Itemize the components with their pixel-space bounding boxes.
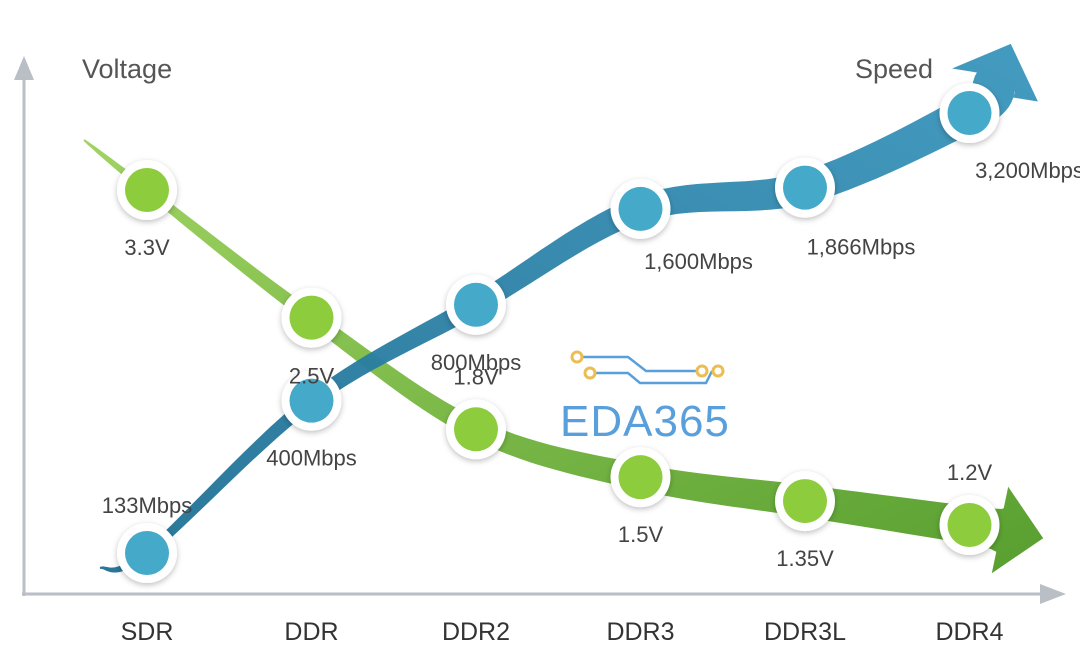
x-tick-ddr2: DDR2 [442,618,510,646]
voltage-label-ddr3l: 1.35V [776,546,834,571]
data-labels: 3.3V 2.5V 1.8V 1.5V 1.35V 1.2V 133Mbps 400Mbps 8… [102,158,1080,571]
x-tick-ddr3: DDR3 [606,618,674,646]
speed-point-ddr4-fill [947,91,992,135]
x-tick-ddr4: DDR4 [935,618,1003,646]
circuit-trace-icon [570,350,725,385]
speed-point-ddr [281,370,342,431]
speed-point-sdr-fill [125,531,169,575]
voltage-point-sdr [117,160,177,220]
x-tick-ddr: DDR [284,618,338,646]
voltage-point-ddr2 [446,399,506,460]
speed-point-ddr3l [775,157,835,218]
x-axis-arrow [1040,584,1066,604]
series-points [117,83,1000,583]
speed-point-ddr3l-fill [783,165,827,210]
watermark-text: EDA365 [560,397,730,446]
voltage-point-sdr-fill [125,168,169,212]
voltage-label-ddr2: 1.8V [453,364,499,389]
voltage-point-ddr3l-fill [783,479,827,524]
speed-axis-label: Speed [855,54,933,84]
speed-point-ddr3-fill [618,186,663,231]
eda365-watermark: EDA365 [558,346,738,446]
speed-label-ddr3l: 1,866Mbps [807,235,916,260]
speed-label-ddr: 400Mbps [266,446,357,471]
x-tick-sdr: SDR [121,618,174,646]
speed-label-ddr2: 800Mbps [431,350,522,375]
series-ribbons [83,43,1044,574]
voltage-point-ddr4 [939,495,1000,555]
voltage-point-ddr-fill [289,295,334,340]
x-tick-labels: SDR DDR DDR2 DDR3 DDR3L DDR4 [121,618,1004,646]
speed-point-sdr [117,523,177,583]
voltage-point-ddr2-fill [454,407,498,452]
voltage-axis-label: Voltage [82,54,172,84]
voltage-point-ddr [281,287,342,348]
speed-point-ddr3 [610,178,671,239]
axes [14,56,1066,604]
speed-point-ddr2-fill [454,282,498,327]
y-axis-arrow [14,56,34,80]
speed-label-ddr4: 3,200Mbps [975,158,1080,183]
speed-point-ddr-fill [289,378,334,423]
speed-label-sdr: 133Mbps [102,493,193,518]
speed-label-ddr3: 1,600Mbps [644,249,753,274]
speed-point-ddr4 [939,83,1000,143]
watermark-backdrop [558,346,738,446]
x-tick-ddr3l: DDR3L [764,618,846,646]
voltage-point-ddr3 [610,447,671,508]
speed-point-ddr2 [446,274,506,335]
voltage-label-sdr: 3.3V [124,235,170,260]
voltage-point-ddr3-fill [618,455,663,500]
voltage-label-ddr3: 1.5V [618,522,664,547]
voltage-label-ddr4: 1.2V [947,460,993,485]
voltage-label-ddr: 2.5V [289,364,335,389]
voltage-point-ddr4-fill [947,503,992,547]
voltage-point-ddr3l [775,471,835,532]
speed-trend-ribbon [99,43,1038,573]
